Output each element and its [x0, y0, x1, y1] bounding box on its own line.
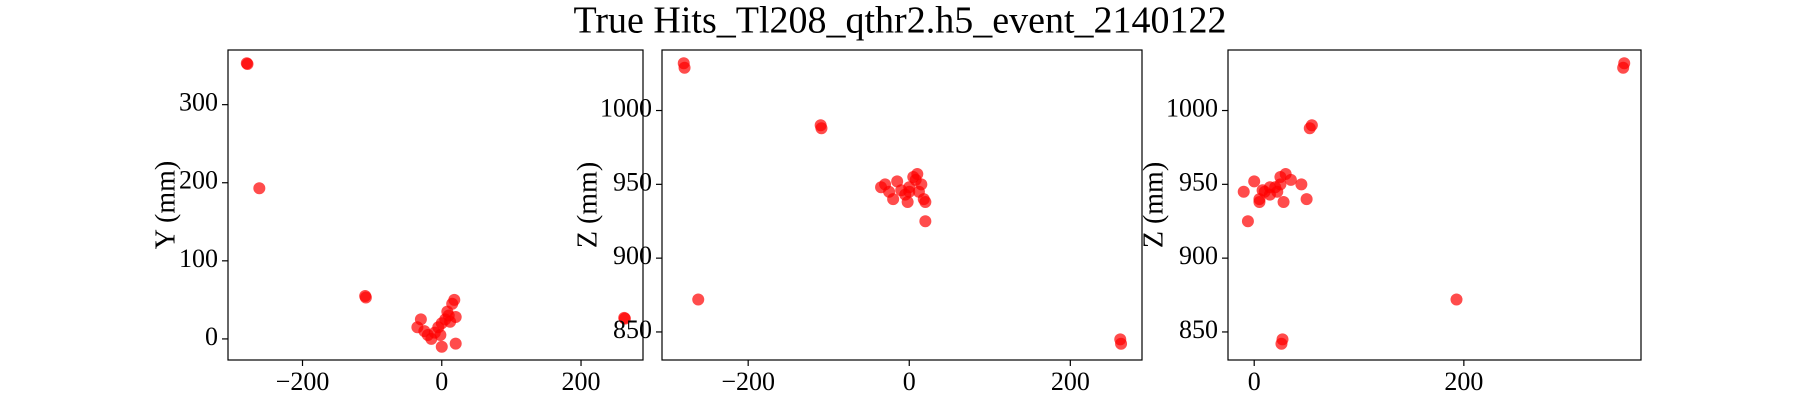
scatter-point [618, 312, 631, 325]
y-tick-label: 0 [205, 322, 218, 351]
x-tick-label: 200 [1051, 367, 1090, 396]
scatter-point [434, 329, 447, 342]
scatter-point [448, 293, 461, 306]
scatter-point [1253, 196, 1266, 209]
scatter-point [359, 291, 372, 304]
scatter-point [678, 61, 691, 74]
subplot: −200 0 200 0 100 200 300 Y (mm) [150, 49, 644, 396]
scatter-point [449, 337, 462, 350]
x-tick-label: 0 [435, 367, 448, 396]
x-tick-label: 0 [1248, 367, 1261, 396]
scatter-point [444, 315, 457, 328]
scatter-point [1450, 293, 1463, 306]
y-tick-label: 100 [179, 244, 218, 273]
scatter-point [1303, 122, 1316, 135]
y-tick-label: 1000 [1166, 93, 1218, 122]
x-tick-label: −200 [721, 367, 775, 396]
scatter-point [919, 196, 932, 209]
y-axis-label: Z (mm) [1138, 162, 1169, 248]
y-tick-label: 900 [1179, 241, 1218, 270]
scatter-point [1275, 337, 1288, 350]
y-tick-label: 200 [179, 166, 218, 195]
x-tick-label: −200 [276, 367, 330, 396]
scatter-point [435, 340, 448, 353]
subplot: −200 0 200 850 900 950 1000 Z (mm) [572, 49, 1143, 396]
x-tick-label: 200 [562, 367, 601, 396]
y-tick-label: 850 [1179, 315, 1218, 344]
scatter-point [887, 193, 900, 206]
y-axis-label: Z (mm) [572, 162, 603, 248]
scatter-point [441, 305, 454, 318]
scatter-point [1241, 215, 1254, 228]
y-tick-label: 900 [613, 241, 652, 270]
scatter-point [901, 196, 914, 209]
scatter-point [909, 173, 922, 186]
scatter-point [1300, 193, 1313, 206]
y-tick-label: 950 [613, 167, 652, 196]
subplot: 0 200 850 900 950 1000 Z (mm) [1138, 49, 1642, 396]
scatter-point [1115, 337, 1128, 350]
x-tick-label: 200 [1444, 367, 1483, 396]
scatter-point [1295, 178, 1308, 191]
y-axis-label: Y (mm) [150, 161, 181, 249]
y-tick-label: 1000 [600, 93, 652, 122]
scatter-point [815, 122, 828, 135]
scatter-point [919, 215, 932, 228]
scatter-point [692, 293, 705, 306]
scatter-point [1617, 61, 1630, 74]
y-tick-label: 850 [613, 315, 652, 344]
figure-title: True Hits_Tl208_qthr2.h5_event_2140122 [573, 0, 1226, 42]
scatter-point [253, 182, 266, 195]
y-tick-label: 300 [179, 88, 218, 117]
scatter-point [1284, 173, 1297, 186]
axes-frame [227, 49, 644, 361]
scatter-point [1271, 185, 1284, 198]
scatter-point [414, 313, 427, 326]
scatter-point [1237, 185, 1250, 198]
y-tick-label: 950 [1179, 167, 1218, 196]
scatter-point [912, 185, 925, 198]
axes-frame [1227, 49, 1642, 361]
scatter-point [1277, 196, 1290, 209]
scatter-point [1248, 175, 1261, 188]
scatter-point [241, 58, 254, 71]
x-tick-label: 0 [903, 367, 916, 396]
axes-frame [661, 49, 1143, 361]
